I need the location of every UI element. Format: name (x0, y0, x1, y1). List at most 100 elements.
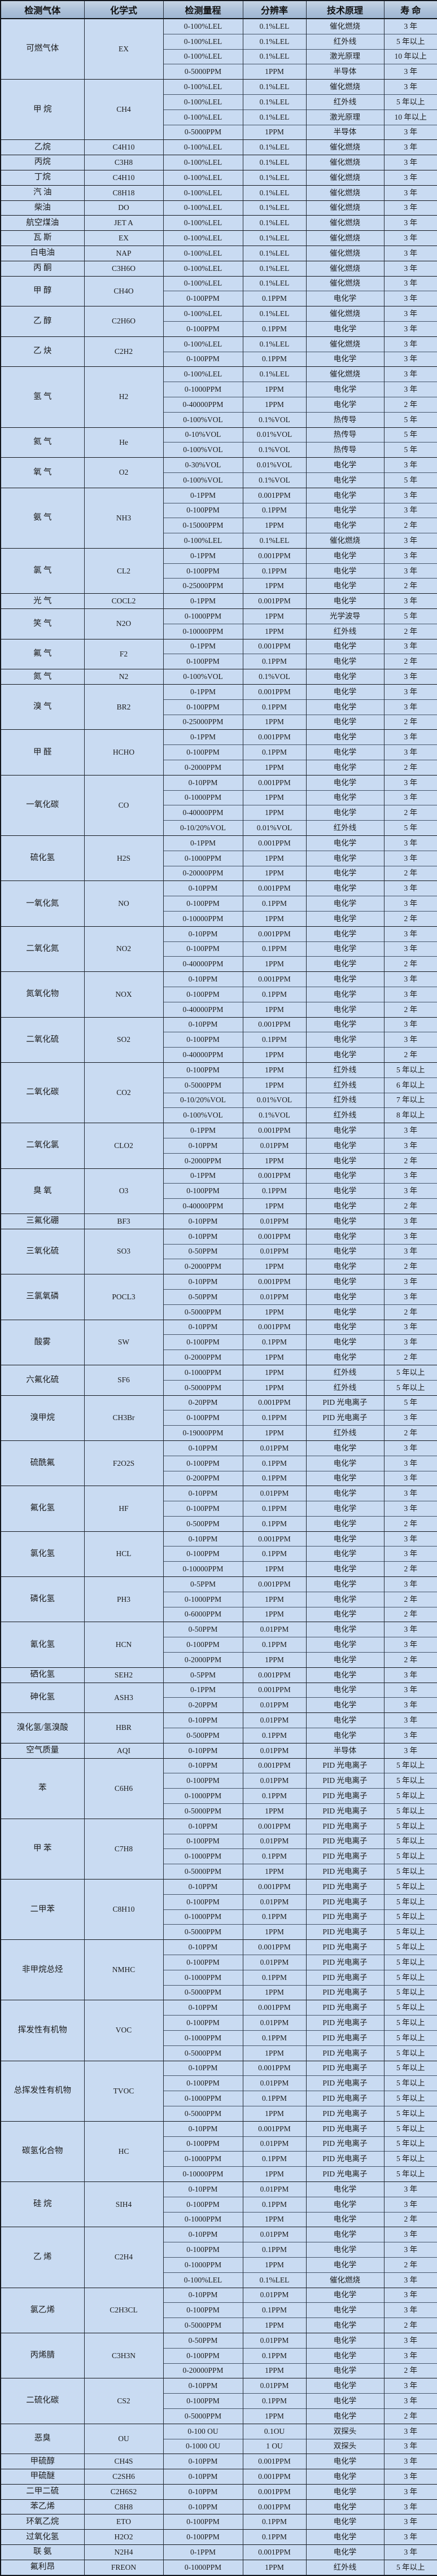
gas-name-cell: 磷化氢 (1, 1576, 84, 1622)
principle-cell: 电化学 (305, 1137, 384, 1154)
lifespan-cell: 3 年 (383, 1470, 437, 1486)
resolution-cell: 0.1%LEL (242, 19, 306, 34)
table-row: 0-100PPM 0.1PPM 电化学 3 年 (1, 987, 437, 1002)
resolution-cell: 0.1PPM (242, 2514, 306, 2530)
resolution-cell: 0.01PPM (242, 2227, 306, 2242)
lifespan-cell: 5 年以上 (383, 1848, 437, 1864)
table-row: 0-5000PPM 1PPM 半导体 3 年 (1, 64, 437, 80)
principle-cell: 电化学 (305, 1153, 384, 1169)
range-cell: 0-5000PPM (163, 1379, 243, 1396)
lifespan-cell: 3 年 (383, 1137, 437, 1154)
gas-name-cell: 氯化氢 (1, 1531, 84, 1577)
principle-cell: 红外线 (305, 820, 384, 836)
range-cell: 0-10PPM (163, 1274, 243, 1290)
table-row: 0-5000PPM 1PPM 红外线 5 年以上 (1, 1379, 437, 1396)
table-row: 0-2000PPM 1PPM 电化学 2 年 (1, 1652, 437, 1668)
lifespan-cell: 3 年 (383, 2272, 437, 2288)
lifespan-cell: 3 年 (383, 351, 437, 367)
formula-cell: ETO (84, 2514, 163, 2530)
principle-cell: 电化学 (305, 351, 384, 367)
lifespan-cell: 3 年 (383, 1728, 437, 1743)
gas-name-cell: 联 氨 (1, 2544, 84, 2560)
formula-cell: NMHC (84, 1939, 163, 2000)
range-cell: 0-100%LEL (163, 185, 243, 201)
table-row: 过氧化氢 H2O2 0-100PPM 0.1PPM 电化学 3 年 (1, 2529, 437, 2545)
formula-cell: C6H6 (84, 1758, 163, 1819)
resolution-cell: 1PPM (242, 1350, 306, 1365)
formula-cell: AQI (84, 1742, 163, 1759)
principle-cell: 电化学 (305, 1486, 384, 1501)
lifespan-cell: 2 年 (383, 623, 437, 639)
gas-name-cell: 甲硫醇 (1, 2454, 84, 2469)
lifespan-cell: 3 年 (383, 2196, 437, 2213)
table-row: 0-100%LEL 0.1%LEL 催化燃烧 3 年 (1, 2272, 437, 2288)
lifespan-cell: 2 年 (383, 1304, 437, 1320)
principle-cell: PID 光电离子 (305, 1788, 384, 1804)
lifespan-cell: 3 年 (383, 1622, 437, 1637)
lifespan-cell: 3 年 (383, 1546, 437, 1562)
principle-cell: 电化学 (305, 805, 384, 821)
range-cell: 0-1000PPM (163, 2091, 243, 2106)
resolution-cell: 0.001PPM (242, 1168, 306, 1184)
gas-name-cell: 溴 气 (1, 684, 84, 730)
resolution-cell: 1PPM (242, 518, 306, 533)
range-cell: 0-100%LEL (163, 94, 243, 110)
range-cell: 0-10PPM (163, 1319, 243, 1335)
resolution-cell: 1PPM (242, 1591, 306, 1607)
principle-cell: PID 光电离子 (305, 1803, 384, 1819)
resolution-cell: 0.001PPM (242, 774, 306, 791)
lifespan-cell: 3 年 (383, 502, 437, 518)
lifespan-cell: 10 年以上 (383, 109, 437, 125)
range-cell: 0-1000PPM (163, 382, 243, 397)
range-cell: 0-10PPM (163, 1440, 243, 1456)
range-cell: 0-10PPM (163, 1879, 243, 1895)
principle-cell: 电化学 (305, 911, 384, 927)
resolution-cell: 1PPM (242, 2045, 306, 2061)
formula-cell: C8H10 (84, 1879, 163, 1940)
formula-cell: C8H18 (84, 185, 163, 201)
gas-name-cell: 乙烷 (1, 139, 84, 155)
table-row: 0-1000PPM 0.1PPM PID 光电离子 5 年以上 (1, 1848, 437, 1864)
range-cell: 0-10000PPM (163, 1561, 243, 1577)
principle-cell: PID 光电离子 (305, 1939, 384, 1955)
formula-cell: C2H6O (84, 306, 163, 337)
range-cell: 0-2000PPM (163, 1259, 243, 1274)
resolution-cell: 0.1%LEL (242, 215, 306, 231)
principle-cell: 电化学 (305, 2211, 384, 2227)
lifespan-cell: 3 年 (383, 1742, 437, 1759)
lifespan-cell: 2 年 (383, 1198, 437, 1214)
table-row: 0-100PPM 0.1PPM 电化学 3 年 (1, 2302, 437, 2318)
resolution-cell: 0.1%LEL (242, 33, 306, 50)
table-row: 氟 气 F2 0-1PPM 0.001PPM 电化学 3 年 (1, 638, 437, 669)
principle-cell: 电化学 (305, 487, 384, 503)
lifespan-cell: 3 年 (383, 230, 437, 246)
range-cell: 0-100PPM (163, 2242, 243, 2258)
resolution-cell: 0.01PPM (242, 1289, 306, 1305)
range-cell: 0-1000PPM (163, 1848, 243, 1864)
lifespan-cell: 3 年 (383, 699, 437, 715)
principle-cell: PID 光电离子 (305, 2105, 384, 2122)
lifespan-cell: 2 年 (383, 578, 437, 594)
gas-name-cell: 航空煤油 (1, 215, 84, 231)
resolution-cell: 0.1PPM (242, 351, 306, 367)
resolution-cell: 0.1%LEL (242, 155, 306, 170)
table-row: 0-100%LEL 0.1%LEL 红外线 5 年以上 (1, 94, 437, 110)
lifespan-cell: 2 年 (383, 760, 437, 776)
table-row: 0-100PPM 0.1PPM 电化学 3 年 (1, 744, 437, 760)
resolution-cell: 0.1%LEL (242, 2272, 306, 2288)
gas-name-cell: 氟化氢 (1, 1486, 84, 1532)
table-row: 硒化氢 SEH2 0-5PPM 0.001PPM 电化学 3 年 (1, 1667, 437, 1683)
range-cell: 0-10PPM (163, 1137, 243, 1154)
table-row: 甲 烷 CH4 0-100%LEL 0.1%LEL 催化燃烧 3 年 (1, 79, 437, 140)
principle-cell: 双探头 (305, 2438, 384, 2454)
lifespan-cell: 3 年 (383, 926, 437, 942)
table-row: 0-40000PPM 1PPM 电化学 2 年 (1, 396, 437, 413)
range-cell: 0-100%VOL (163, 442, 243, 458)
lifespan-cell: 3 年 (383, 941, 437, 957)
principle-cell: PID 光电离子 (305, 1864, 384, 1880)
table-row: 0-1000PPM 0.1PPM PID 光电离子 5 年以上 (1, 2030, 437, 2046)
gas-name-cell: 非甲烷总烃 (1, 1939, 84, 2000)
formula-cell: DO (84, 200, 163, 216)
range-cell: 0-5000PPM (163, 2105, 243, 2122)
